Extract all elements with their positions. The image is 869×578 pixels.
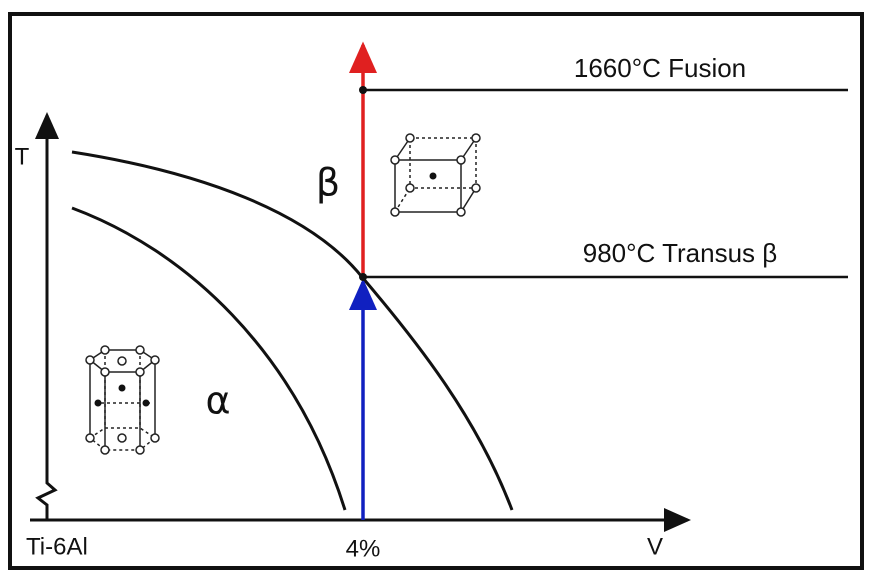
composition-label: 4% (346, 535, 381, 562)
fusion-point (359, 86, 367, 94)
y-axis-label: T (15, 143, 30, 170)
transus-label: 980°C Transus β (583, 238, 777, 268)
hcp-prism-icon (86, 346, 159, 454)
bcc-cube-icon (391, 134, 480, 216)
y-axis (38, 115, 55, 520)
beta-transus-curve (72, 152, 512, 510)
transus-point (359, 273, 367, 281)
phase-diagram: 1660°C Fusion 980°C Transus β T V Ti-6Al… (0, 0, 869, 578)
frame (10, 14, 862, 568)
x-axis-label: V (647, 533, 663, 560)
alpha-boundary-curve (72, 208, 345, 510)
page: 1660°C Fusion 980°C Transus β T V Ti-6Al… (0, 0, 869, 578)
fusion-label: 1660°C Fusion (574, 53, 746, 83)
beta-phase-label: β (316, 161, 340, 205)
alpha-phase-label: α (205, 379, 230, 423)
origin-label: Ti-6Al (26, 533, 88, 560)
